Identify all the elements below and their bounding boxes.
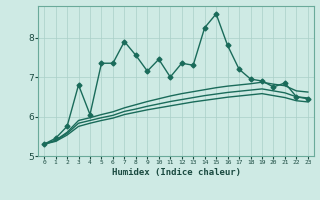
X-axis label: Humidex (Indice chaleur): Humidex (Indice chaleur) — [111, 168, 241, 177]
